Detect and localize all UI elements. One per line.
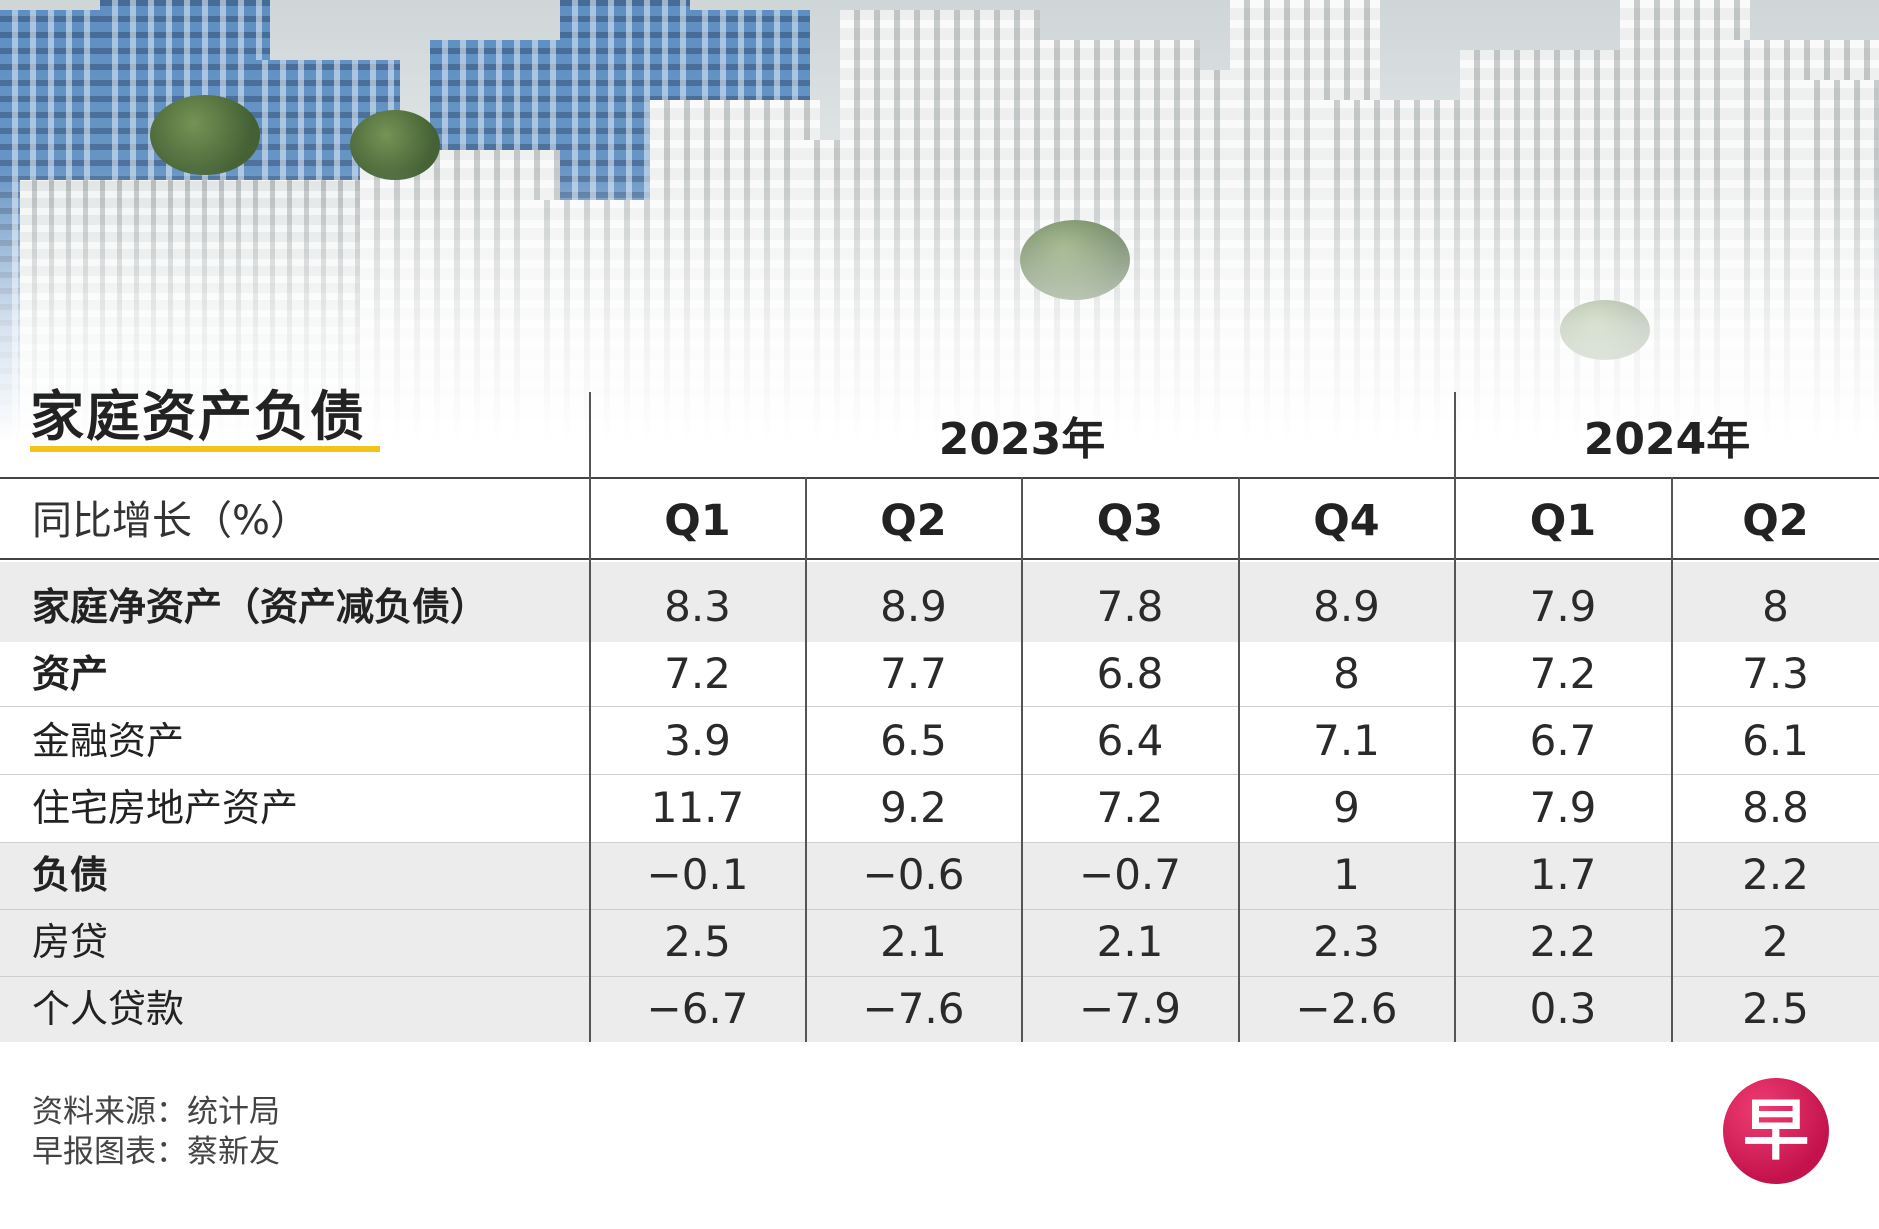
- table-cell-net-assets: 8.3: [664, 582, 731, 631]
- table-cell-mortgage: 2.2: [1529, 917, 1597, 966]
- table-cell-assets: 7.3: [1742, 649, 1809, 698]
- table-cell-liabilities: 1: [1333, 850, 1360, 899]
- row-shade-net-assets: [0, 562, 1879, 642]
- header-bottom-rule: [0, 558, 1879, 560]
- table-cell-personal-loans: 2.5: [1742, 984, 1809, 1033]
- header-top-rule: [0, 477, 1879, 479]
- row-separator: [0, 774, 1879, 775]
- table-cell-net-assets: 7.9: [1529, 582, 1597, 631]
- row-separator: [0, 842, 1879, 843]
- row-label-net-assets: 家庭净资产（资产减负债）: [32, 585, 489, 629]
- column-rule: [589, 392, 591, 1042]
- year-header-2024: 2024年: [1583, 414, 1751, 465]
- table-cell-liabilities: −0.1: [646, 850, 749, 899]
- column-rule: [1021, 477, 1023, 1042]
- column-rule: [805, 477, 807, 1042]
- growth-unit-label: 同比增长（%）: [32, 498, 311, 544]
- table-cell-residential-property-assets: 9.2: [880, 783, 947, 832]
- table-cell-mortgage: 2.3: [1313, 917, 1380, 966]
- source-credit: 资料来源：统计局 早报图表：蔡新友: [32, 1092, 280, 1172]
- table-cell-net-assets: 8: [1762, 582, 1789, 631]
- table-cell-personal-loans: −7.9: [1079, 984, 1181, 1033]
- quarter-header: Q3: [1096, 496, 1164, 546]
- row-shade-liabilities: [0, 842, 1879, 1042]
- table-cell-financial-assets: 3.9: [664, 716, 731, 765]
- row-label-mortgage: 房贷: [32, 920, 109, 964]
- table-cell-residential-property-assets: 8.8: [1742, 783, 1809, 832]
- table-cell-financial-assets: 6.1: [1742, 716, 1809, 765]
- quarter-header: Q1: [664, 496, 731, 546]
- row-label-residential-property-assets: 住宅房地产资产: [32, 786, 299, 830]
- row-label-financial-assets: 金融资产: [32, 719, 185, 763]
- row-label-liabilities: 负债: [32, 853, 109, 897]
- table-cell-assets: 6.8: [1096, 649, 1164, 698]
- table-cell-liabilities: −0.7: [1079, 850, 1181, 899]
- table-cell-mortgage: 2.5: [664, 917, 731, 966]
- table-cell-residential-property-assets: 9: [1333, 783, 1360, 832]
- table-cell-assets: 7.2: [1529, 649, 1597, 698]
- table-cell-personal-loans: −7.6: [862, 984, 965, 1033]
- year-header-2023: 2023年: [938, 414, 1106, 465]
- quarter-header: Q2: [1742, 496, 1809, 546]
- table-cell-personal-loans: −6.7: [646, 984, 749, 1033]
- column-rule: [1454, 392, 1456, 1042]
- quarter-header: Q2: [880, 496, 947, 546]
- table-cell-mortgage: 2.1: [1096, 917, 1164, 966]
- table-cell-assets: 8: [1333, 649, 1360, 698]
- table-cell-liabilities: −0.6: [862, 850, 965, 899]
- table-cell-liabilities: 2.2: [1742, 850, 1809, 899]
- quarter-header: Q1: [1529, 496, 1597, 546]
- row-separator: [0, 976, 1879, 977]
- row-label-assets: 资产: [32, 652, 109, 696]
- table-cell-financial-assets: 7.1: [1313, 716, 1380, 765]
- table-cell-residential-property-assets: 7.9: [1529, 783, 1597, 832]
- table-cell-assets: 7.7: [880, 649, 947, 698]
- quarter-header: Q4: [1313, 496, 1380, 546]
- table-cell-residential-property-assets: 7.2: [1096, 783, 1164, 832]
- background-city-photo: [0, 0, 1879, 480]
- column-rule: [1238, 477, 1240, 1042]
- table-cell-residential-property-assets: 11.7: [650, 783, 745, 832]
- table-cell-financial-assets: 6.7: [1529, 716, 1597, 765]
- table-cell-net-assets: 8.9: [1313, 582, 1380, 631]
- credit-line: 早报图表：蔡新友: [32, 1134, 280, 1170]
- title-underline: [30, 446, 380, 452]
- table-cell-personal-loans: 0.3: [1529, 984, 1597, 1033]
- zaobao-logo: 早: [1723, 1078, 1829, 1184]
- source-line: 资料来源：统计局: [32, 1094, 280, 1130]
- table-cell-liabilities: 1.7: [1529, 850, 1597, 899]
- table-cell-net-assets: 8.9: [880, 582, 947, 631]
- chart-title: 家庭资产负债: [30, 385, 366, 448]
- table-cell-mortgage: 2: [1762, 917, 1789, 966]
- row-separator: [0, 706, 1879, 707]
- table-cell-personal-loans: −2.6: [1295, 984, 1398, 1033]
- table-cell-mortgage: 2.1: [880, 917, 947, 966]
- table-cell-financial-assets: 6.5: [880, 716, 947, 765]
- row-separator: [0, 909, 1879, 910]
- table-cell-financial-assets: 6.4: [1096, 716, 1164, 765]
- table-cell-assets: 7.2: [664, 649, 731, 698]
- column-rule: [1671, 477, 1673, 1042]
- table-cell-net-assets: 7.8: [1096, 582, 1164, 631]
- row-label-personal-loans: 个人贷款: [32, 987, 185, 1031]
